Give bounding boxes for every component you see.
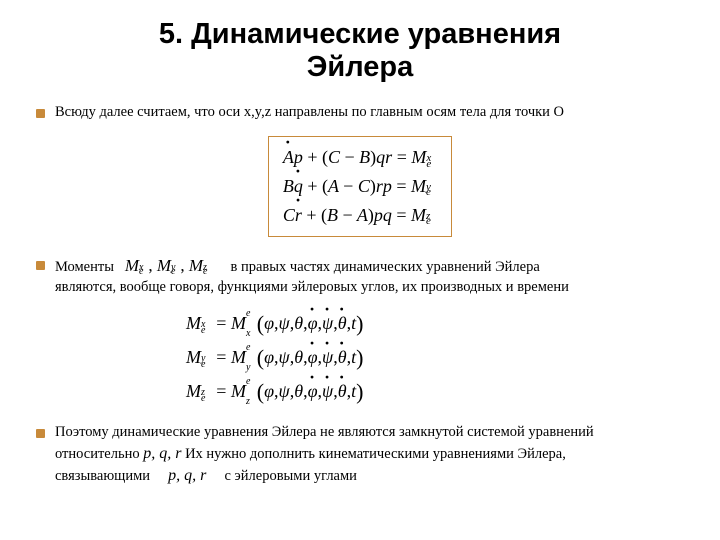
conclusion-row: Поэтому динамические уравнения Эйлера не… [36, 423, 684, 486]
moments-symbols: Mex, Mey, Mez [125, 256, 213, 275]
pqr-2: p, q, r [168, 467, 206, 484]
conclusion-t2b: Их нужно дополнить кинематическими уравн… [185, 446, 566, 462]
euler-eq-1: Ap + (C − B)qr = Mex [283, 143, 437, 172]
bullet-icon [36, 429, 45, 438]
moments-row: Моменты Mex, Mey, Mez в правых частях ди… [36, 255, 684, 298]
conclusion-t2a: относительно [55, 446, 143, 462]
conclusion-t1: Поэтому динамические уравнения Эйлера не… [55, 424, 594, 440]
title-line-1: 5. Динамические уравнения [36, 18, 684, 51]
conclusion-t3b: с эйлеровыми углами [221, 468, 357, 484]
moments-mid: в правых частях динамических уравнений Э… [231, 259, 540, 275]
conclusion-text: Поэтому динамические уравнения Эйлера не… [55, 423, 594, 486]
pqr-1: p, q, r [143, 445, 181, 462]
intro-row: Всюду далее считаем, что оси x,y,z напра… [36, 103, 684, 123]
title-line-2: Эйлера [36, 51, 684, 84]
conclusion-t3a: связывающими [55, 468, 154, 484]
intro-text: Всюду далее считаем, что оси x,y,z напра… [55, 103, 564, 123]
slide-title: 5. Динамические уравнения Эйлера [36, 18, 684, 85]
moments-prefix: Моменты [55, 259, 114, 275]
func-eq-z: Mez = Mez(φ,ψ,θ,φ,ψ,θ,t) [186, 375, 684, 409]
func-eq-y: Mey = Mey(φ,ψ,θ,φ,ψ,θ,t) [186, 341, 684, 375]
func-eq-x: Mex = Mex(φ,ψ,θ,φ,ψ,θ,t) [186, 307, 684, 341]
euler-equations-box: Ap + (C − B)qr = Mex Bq + (A − C)rp = Me… [268, 136, 452, 236]
bullet-icon [36, 261, 45, 270]
bullet-icon [36, 109, 45, 118]
euler-eq-2: Bq + (A − C)rp = Mey [283, 172, 437, 201]
moment-function-equations: Mex = Mex(φ,ψ,θ,φ,ψ,θ,t) Mey = Mey(φ,ψ,θ… [186, 307, 684, 409]
euler-eq-3: Cr + (B − A)pq = Mez [283, 201, 437, 230]
